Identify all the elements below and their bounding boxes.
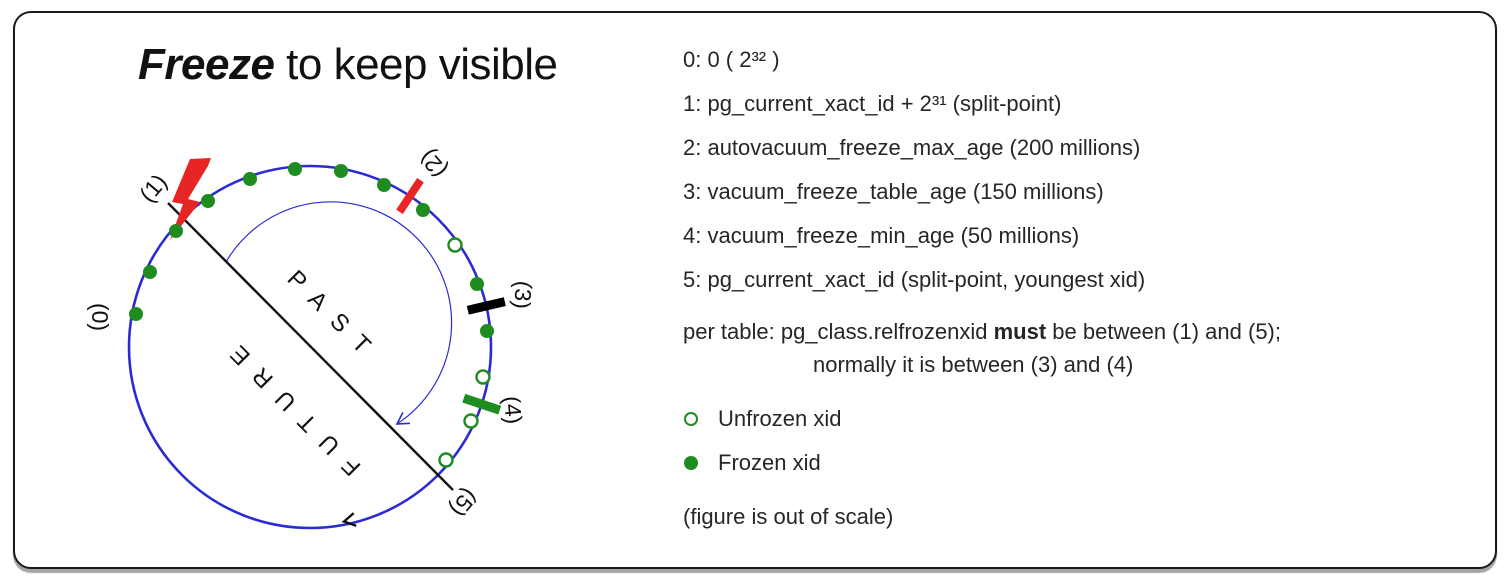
frozen-xid-dot — [480, 324, 494, 338]
legend-label-unfrozen: Unfrozen xid — [718, 406, 842, 431]
relfrozenxid-note: per table: pg_class.relfrozenxid must be… — [683, 319, 1281, 378]
point-label-1: (1) — [134, 169, 172, 207]
relfrozenxid-note-line2: normally it is between (3) and (4) — [813, 352, 1134, 377]
xid-wraparound-diagram: PAST FUTURE (0) (1) (2) (3) (4) (5) — [87, 145, 537, 530]
xid-circle — [127, 164, 493, 530]
frozen-xid-dot — [334, 164, 348, 178]
inner-arc-arrow-icon — [395, 412, 411, 425]
tick-2-autovacuum-freeze-max-age — [396, 177, 424, 215]
tick-3-vacuum-freeze-table-age — [466, 297, 506, 315]
dot-legend: Unfrozen xid Frozen xid — [683, 406, 842, 494]
xid-point-0: 0: 0 ( 2³² ) — [683, 47, 780, 72]
lightning-bolt-icon — [170, 158, 211, 240]
frozen-xid-dot — [243, 172, 257, 186]
title-emphasis: Freeze — [138, 40, 275, 89]
note-bold-word: must — [993, 319, 1047, 344]
unfrozen-xid-dots — [438, 237, 491, 468]
point-label-4: (4) — [499, 395, 527, 425]
split-point-line — [167, 202, 454, 491]
point-label-3: (3) — [509, 280, 537, 310]
frozen-xid-dot — [143, 265, 157, 279]
xid-point-3: 3: vacuum_freeze_table_age (150 millions… — [683, 179, 1104, 204]
relfrozenxid-note-line1: per table: pg_class.relfrozenxid must be… — [683, 319, 1281, 345]
frozen-xid-dot — [288, 162, 302, 176]
point-label-0: (0) — [87, 303, 113, 331]
unfrozen-xid-dot — [463, 413, 479, 429]
page-title: Freeze to keep visible — [138, 40, 558, 90]
xid-point-5: 5: pg_current_xact_id (split-point, youn… — [683, 267, 1146, 292]
slide-card — [13, 11, 1497, 569]
legend-item-unfrozen: Unfrozen xid — [683, 406, 842, 432]
legend-item-frozen: Frozen xid — [683, 450, 842, 476]
scale-footnote: (figure is out of scale) — [683, 504, 894, 529]
note-suffix: be between (1) and (5); — [1046, 319, 1281, 344]
frozen-xid-dot — [416, 203, 430, 217]
point-label-5: (5) — [445, 484, 483, 522]
frozen-xid-dot — [201, 194, 215, 208]
xid-point-2: 2: autovacuum_freeze_max_age (200 millio… — [683, 135, 1141, 160]
clockwise-arrow-icon — [341, 512, 357, 527]
note-prefix: per table: pg_class.relfrozenxid — [683, 319, 994, 344]
xid-point-4: 4: vacuum_freeze_min_age (50 millions) — [683, 223, 1080, 248]
xid-point-1: 1: pg_current_xact_id + 2³¹ (split-point… — [683, 91, 1062, 116]
point-label-2: (2) — [414, 145, 452, 183]
future-region-label: FUTURE — [215, 329, 367, 481]
frozen-xid-icon — [684, 456, 698, 470]
inner-progression-arc — [225, 201, 453, 425]
tick-4-vacuum-freeze-min-age — [462, 393, 502, 415]
frozen-xid-dot — [470, 277, 484, 291]
legend-label-frozen: Frozen xid — [718, 450, 821, 475]
past-region-label: PAST — [282, 265, 387, 370]
xid-threshold-list: 0: 0 ( 2³² ) 1: pg_current_xact_id + 2³¹… — [683, 47, 1145, 311]
unfrozen-xid-dot — [438, 452, 454, 468]
unfrozen-xid-dot — [475, 369, 491, 385]
unfrozen-xid-dot — [447, 237, 463, 253]
frozen-xid-dot — [377, 178, 391, 192]
unfrozen-xid-icon — [684, 412, 698, 426]
title-rest: to keep visible — [274, 40, 558, 89]
frozen-xid-dots — [129, 162, 494, 338]
frozen-xid-dot — [129, 307, 143, 321]
frozen-xid-dot — [169, 224, 183, 238]
